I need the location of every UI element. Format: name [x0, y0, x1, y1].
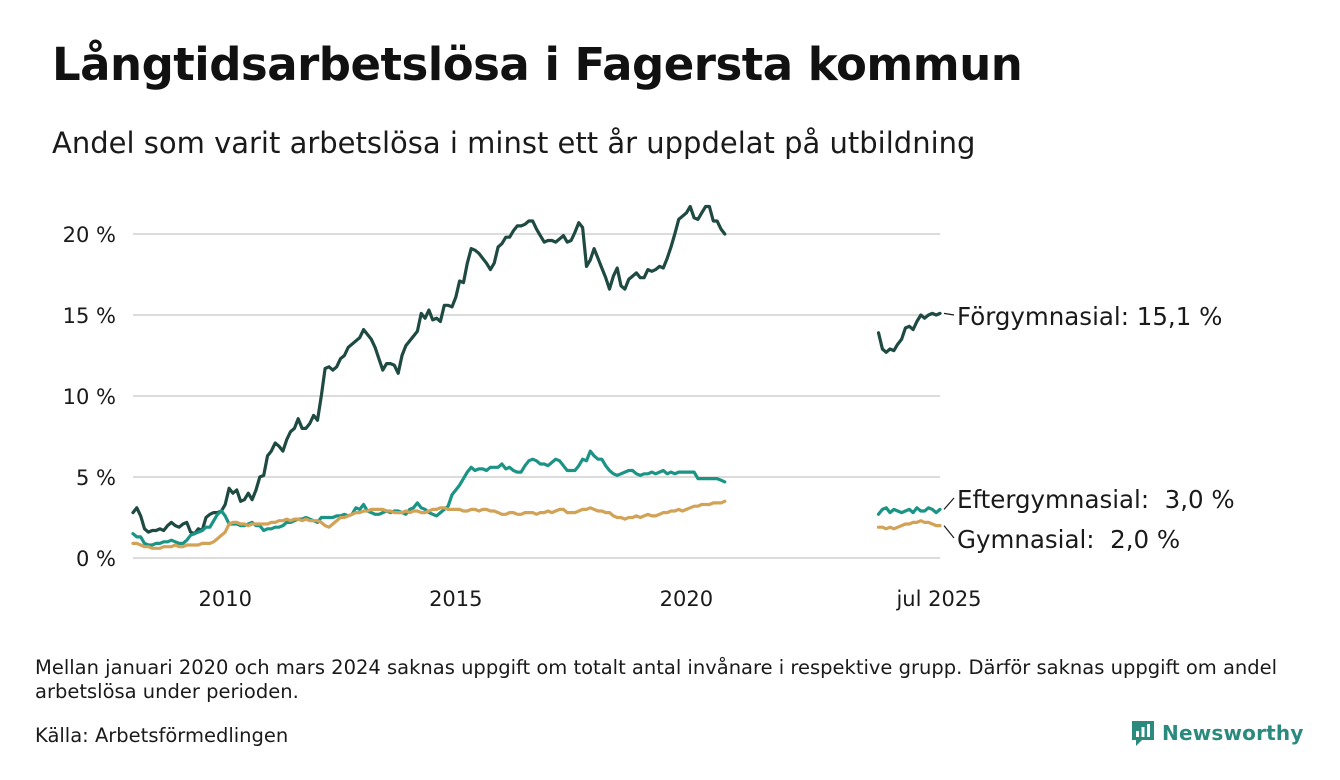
- chart-title: Långtidsarbetslösa i Fagersta kommun: [52, 38, 1023, 91]
- gridlines: [133, 233, 940, 559]
- line-chart: 0 % 5 % 10 % 15 % 20 % 2010 2015 2020 jul 2025 F…: [63, 204, 1235, 611]
- series-line-förgymnasial: [876, 311, 942, 354]
- axes: 0 % 5 % 10 % 15 % 20 % 2010 2015 2020 jul 2025: [63, 223, 982, 611]
- y-tick-label: 10 %: [63, 385, 116, 409]
- y-tick-label: 0 %: [76, 547, 116, 571]
- series-labels: Förgymnasial: 15,1 % Eftergymnasial: 3,0 …: [943, 302, 1235, 554]
- series-line-gymnasial: [876, 519, 942, 531]
- series-line-gymnasial: [131, 499, 727, 550]
- y-tick-label: 15 %: [63, 304, 116, 328]
- leader-line: [943, 497, 955, 510]
- y-tick-label: 5 %: [76, 466, 116, 490]
- leader-line: [943, 312, 955, 316]
- chart-subtitle: Andel som varit arbetslösa i minst ett å…: [52, 126, 976, 160]
- brand-logo: Newsworthy: [1130, 718, 1304, 748]
- x-tick-label: 2020: [660, 587, 713, 611]
- series-line-eftergymnasial: [131, 449, 727, 547]
- series-label-gymnasial: Gymnasial: 2,0 %: [957, 525, 1180, 554]
- y-tick-label: 20 %: [63, 223, 116, 247]
- series-label-eftergymnasial: Eftergymnasial: 3,0 %: [957, 485, 1235, 514]
- bar-chart-icon: [1132, 721, 1154, 746]
- series-lines: [131, 204, 942, 550]
- series-label-förgymnasial: Förgymnasial: 15,1 %: [957, 302, 1222, 331]
- x-tick-label: 2015: [429, 587, 482, 611]
- leader-line: [943, 525, 955, 539]
- x-tick-label: jul 2025: [895, 587, 981, 611]
- series-line-eftergymnasial: [876, 506, 942, 516]
- source-credit: Källa: Arbetsförmedlingen: [35, 724, 289, 747]
- brand-name: Newsworthy: [1162, 721, 1304, 745]
- series-line-förgymnasial: [131, 204, 727, 536]
- x-tick-label: 2010: [199, 587, 252, 611]
- footnote: Mellan januari 2020 och mars 2024 saknas…: [35, 656, 1278, 703]
